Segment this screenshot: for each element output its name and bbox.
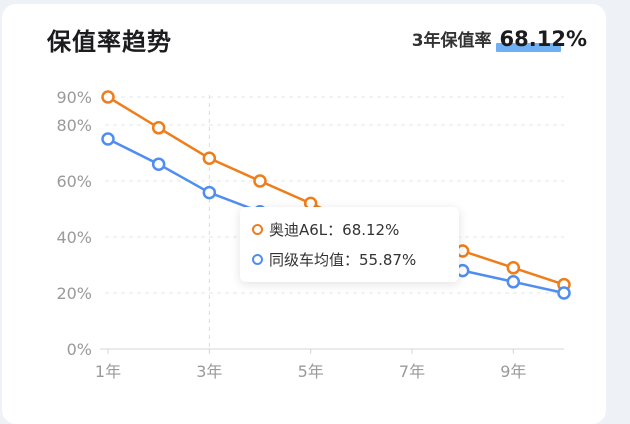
avg-dot-icon <box>252 254 263 265</box>
three-year-rate: 3年保值率 68.12% <box>411 26 587 52</box>
y-tick-label: 40% <box>56 228 92 247</box>
y-tick-label: 80% <box>56 116 92 135</box>
page-title: 保值率趋势 <box>47 28 172 56</box>
audi-data-point <box>506 261 521 275</box>
audi-data-point <box>202 151 217 166</box>
avg-data-point <box>506 275 521 289</box>
y-tick-label: 0% <box>67 340 92 359</box>
rate-label: 3年保值率 <box>411 31 492 51</box>
avg-data-point <box>151 157 166 171</box>
retention-line-chart[interactable]: 0% 20% 40% 60% 80% 90% 1年 3年 5年 7年 9年 <box>0 0 630 406</box>
y-tick-label: 90% <box>56 88 92 107</box>
chart-tooltip: 奥迪A6L：68.12% 同级车均值：55.87% <box>240 207 459 282</box>
x-tick-label: 7年 <box>399 362 425 381</box>
audi-data-point <box>151 121 166 135</box>
y-tick-label: 20% <box>56 284 92 303</box>
rate-highlight <box>495 43 561 52</box>
avg-data-point <box>101 132 115 146</box>
x-tick-label: 3年 <box>196 362 222 381</box>
y-tick-label: 60% <box>56 172 92 191</box>
audi-data-point <box>101 90 115 104</box>
audi-dot-icon <box>252 224 263 235</box>
x-tick-label: 5年 <box>298 362 324 381</box>
rate-value-wrap: 68.12% <box>495 27 587 52</box>
tooltip-avg-text: 同级车均值：55.87% <box>269 251 417 269</box>
x-tick-label: 9年 <box>500 362 526 381</box>
tooltip-row-avg: 同级车均值：55.87% <box>252 249 416 270</box>
avg-data-point <box>557 286 571 300</box>
tooltip-row-audi: 奥迪A6L：68.12% <box>252 219 399 240</box>
audi-data-point <box>253 174 267 188</box>
avg-data-point <box>202 185 217 200</box>
rate-value: 68.12% <box>499 27 587 51</box>
tooltip-audi-text: 奥迪A6L：68.12% <box>269 221 400 239</box>
x-tick-label: 1年 <box>95 362 121 381</box>
